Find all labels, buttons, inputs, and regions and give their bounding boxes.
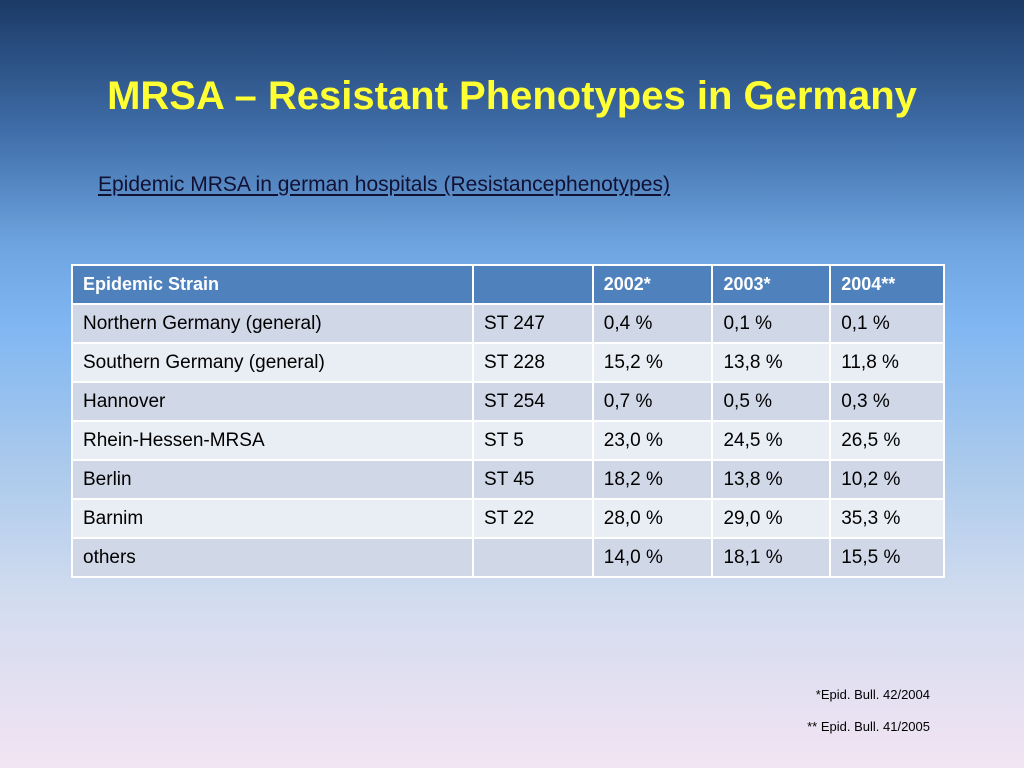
strain-name: Northern Germany (general)	[70, 303, 475, 344]
strain-name: Southern Germany (general)	[70, 342, 475, 383]
value-2003: 13,8 %	[711, 342, 832, 383]
sequence-type: ST 45	[472, 459, 594, 500]
value-2002: 14,0 %	[591, 537, 714, 578]
value-2003: 13,8 %	[711, 459, 832, 500]
strain-name: Rhein-Hessen-MRSA	[70, 420, 475, 461]
value-2002: 0,4 %	[591, 303, 714, 344]
value-2002: 0,7 %	[591, 381, 714, 422]
header-2003: 2003*	[711, 264, 832, 305]
table-row: Rhein-Hessen-MRSA ST 5 23,0 % 24,5 % 26,…	[70, 420, 945, 461]
footnote-2005-source: ** Epid. Bull. 41/2005	[807, 719, 930, 734]
sequence-type: ST 22	[472, 498, 594, 539]
strain-table: Epidemic Strain 2002* 2003* 2004** North…	[70, 264, 945, 578]
table-row: others 14,0 % 18,1 % 15,5 %	[70, 537, 945, 578]
strain-name: Hannover	[70, 381, 475, 422]
slide-subtitle: Epidemic MRSA in german hospitals (Resis…	[98, 173, 670, 196]
value-2004: 0,3 %	[829, 381, 945, 422]
table-row: Hannover ST 254 0,7 % 0,5 % 0,3 %	[70, 381, 945, 422]
strain-name: others	[70, 537, 475, 578]
value-2003: 18,1 %	[711, 537, 832, 578]
sequence-type	[472, 537, 594, 578]
header-epidemic-strain: Epidemic Strain	[70, 264, 475, 305]
value-2002: 15,2 %	[591, 342, 714, 383]
footnote-2004-source: *Epid. Bull. 42/2004	[815, 687, 930, 702]
table-row: Berlin ST 45 18,2 % 13,8 % 10,2 %	[70, 459, 945, 500]
header-sequence-type	[472, 264, 594, 305]
table-row: Southern Germany (general) ST 228 15,2 %…	[70, 342, 945, 383]
sequence-type: ST 247	[472, 303, 594, 344]
sequence-type: ST 254	[472, 381, 594, 422]
value-2004: 15,5 %	[829, 537, 945, 578]
value-2002: 18,2 %	[591, 459, 714, 500]
table-row: Northern Germany (general) ST 247 0,4 % …	[70, 303, 945, 344]
value-2004: 11,8 %	[829, 342, 945, 383]
strain-name: Barnim	[70, 498, 475, 539]
strain-name: Berlin	[70, 459, 475, 500]
value-2003: 29,0 %	[711, 498, 832, 539]
value-2003: 24,5 %	[711, 420, 832, 461]
value-2002: 23,0 %	[591, 420, 714, 461]
header-2004: 2004**	[829, 264, 945, 305]
table-header-row: Epidemic Strain 2002* 2003* 2004**	[70, 264, 945, 305]
value-2004: 26,5 %	[829, 420, 945, 461]
table-row: Barnim ST 22 28,0 % 29,0 % 35,3 %	[70, 498, 945, 539]
sequence-type: ST 228	[472, 342, 594, 383]
value-2002: 28,0 %	[591, 498, 714, 539]
sequence-type: ST 5	[472, 420, 594, 461]
value-2004: 35,3 %	[829, 498, 945, 539]
slide-title: MRSA – Resistant Phenotypes in Germany	[107, 74, 917, 118]
header-2002: 2002*	[591, 264, 714, 305]
value-2004: 0,1 %	[829, 303, 945, 344]
value-2003: 0,5 %	[711, 381, 832, 422]
value-2004: 10,2 %	[829, 459, 945, 500]
value-2003: 0,1 %	[711, 303, 832, 344]
